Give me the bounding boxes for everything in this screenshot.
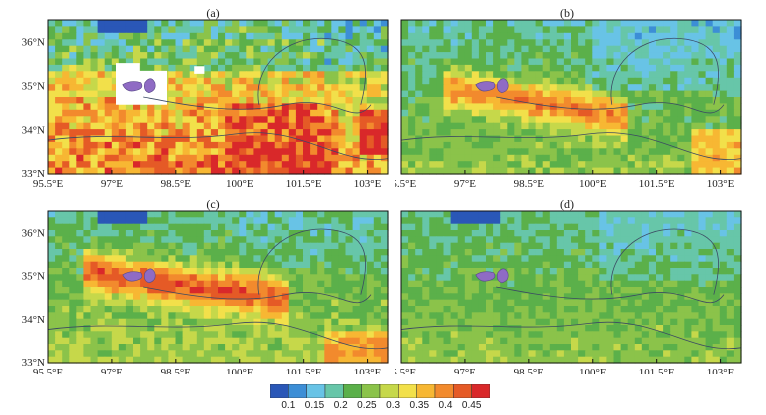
panel-title-d: (d) — [560, 197, 574, 211]
x-tick-label: 103°E — [354, 367, 382, 374]
map-panel-d: 95.5°E 97°E 98.5°E 100°E 101.5°E 103°E — [395, 210, 742, 374]
x-tick-label: 98.5°E — [514, 178, 545, 190]
colorbar — [270, 384, 490, 398]
boundary-lines — [400, 228, 742, 350]
x-tick-label: 100°E — [226, 178, 254, 190]
map-grid — [48, 211, 389, 364]
y-tick-label: 36°N — [22, 227, 45, 239]
colorbar-swatch — [306, 384, 326, 398]
panel-title-b: (b) — [560, 6, 574, 20]
x-tick-label: 95.5°E — [395, 367, 416, 374]
map-frame — [47, 19, 389, 175]
colorbar-swatch — [343, 384, 362, 398]
y-tick-label: 35°N — [22, 271, 45, 283]
colorbar-swatch — [434, 384, 454, 398]
x-tick-label: 100°E — [579, 367, 607, 374]
map-grid — [401, 20, 742, 175]
missing-data-area — [116, 63, 205, 105]
map-panel-a: 95.5°E 97°E 98.5°E 100°E 101.5°E 103°E 36°N 35°… — [22, 19, 389, 190]
colorbar-swatch — [361, 384, 381, 398]
map-frame — [47, 210, 389, 364]
colorbar-tick-label: 0.2 — [333, 400, 348, 411]
x-tick-label: 98.5°E — [514, 367, 545, 374]
colorbar-swatch — [416, 384, 436, 398]
x-tick-label: 103°E — [707, 178, 735, 190]
x-tick-label: 100°E — [226, 367, 254, 374]
x-tick-label: 98.5°E — [161, 367, 192, 374]
colorbar-tick-label: 0.45 — [461, 400, 482, 411]
x-tick-label: 95.5°E — [33, 178, 64, 190]
x-tick-label: 101.5°E — [286, 178, 322, 190]
x-tick-label: 98.5°E — [161, 178, 192, 190]
lake-shapes — [122, 78, 156, 93]
lake-shapes — [475, 78, 509, 93]
colorbar-tick-label: 0.15 — [304, 400, 325, 411]
y-tick-label: 35°N — [22, 80, 45, 92]
x-tick-label: 101.5°E — [286, 367, 322, 374]
x-tick-label: 103°E — [354, 178, 382, 190]
y-tick-label: 36°N — [22, 37, 45, 49]
colorbar-swatch — [379, 384, 399, 398]
x-tick-label: 95.5°E — [33, 367, 64, 374]
x-tick-label: 103°E — [707, 367, 735, 374]
colorbar-tick-label: 0.35 — [409, 400, 430, 411]
lake-shapes — [122, 268, 156, 284]
colorbar-swatch — [453, 384, 472, 398]
map-grid — [48, 20, 389, 175]
y-tick-label: 34°N — [22, 124, 45, 136]
colorbar-swatch — [398, 384, 417, 398]
colorbar-swatch — [471, 384, 490, 398]
colorbar-tick-label: 0.25 — [357, 400, 377, 411]
map-panel-c: 95.5°E 97°E 98.5°E 100°E 101.5°E 103°E 36°N 35°… — [22, 210, 389, 374]
map-grid — [401, 211, 742, 364]
x-tick-label: 97°E — [454, 367, 476, 374]
x-tick-label: 101.5°E — [639, 178, 675, 190]
x-tick-label: 101.5°E — [639, 367, 675, 374]
boundary-lines — [400, 38, 742, 160]
y-tick-label: 33°N — [22, 357, 45, 369]
colorbar-tick-label: 0.3 — [386, 400, 401, 411]
x-tick-label: 97°E — [454, 178, 476, 190]
lake-shapes — [475, 268, 509, 284]
colorbar-tick-label: 0.4 — [438, 400, 453, 411]
map-panel-b: 95.5°E 97°E 98.5°E 100°E 101.5°E 103°E — [395, 19, 742, 190]
x-tick-label: 97°E — [101, 178, 123, 190]
colorbar-tick-label: 0.1 — [281, 400, 296, 411]
colorbar-swatch — [270, 384, 289, 398]
x-tick-label: 97°E — [101, 367, 123, 374]
panel-title-a: (a) — [206, 6, 220, 20]
x-tick-label: 100°E — [579, 178, 607, 190]
x-tick-label: 95.5°E — [395, 178, 416, 190]
y-tick-label: 34°N — [22, 314, 45, 326]
boundary-lines — [47, 228, 389, 350]
map-frame — [400, 19, 742, 175]
y-tick-label: 33°N — [22, 168, 45, 180]
colorbar-swatch — [288, 384, 307, 398]
boundary-lines — [47, 38, 389, 160]
map-frame — [400, 210, 742, 364]
colorbar-swatch — [324, 384, 344, 398]
panel-title-c: (c) — [206, 197, 220, 211]
